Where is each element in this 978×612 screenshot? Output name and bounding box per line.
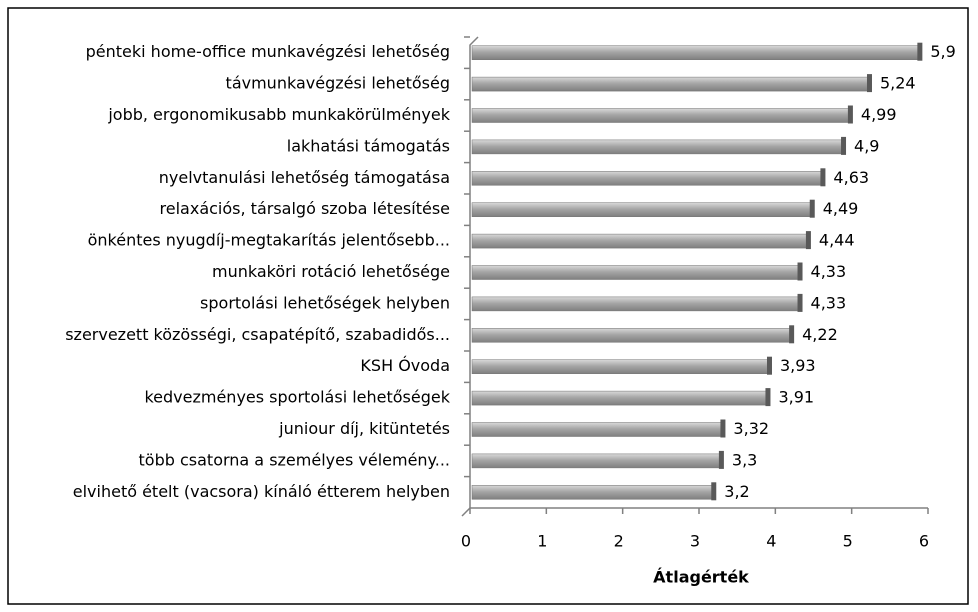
bar-cap xyxy=(766,356,772,375)
x-tick-label: 3 xyxy=(690,532,700,551)
bar-cap xyxy=(765,388,771,407)
value-label: 4,33 xyxy=(811,262,847,281)
value-label: 4,63 xyxy=(833,168,869,187)
y-tick-label: szervezett közösségi, csapatépítő, szaba… xyxy=(65,325,450,344)
y-tick-label: jobb, ergonomikusabb munkakörülmények xyxy=(107,105,450,124)
x-tick-label: 2 xyxy=(614,532,624,551)
y-tick-label: KSH Óvoda xyxy=(360,356,450,375)
value-label: 4,44 xyxy=(819,231,855,250)
bar-cap xyxy=(820,168,826,187)
value-label: 3,93 xyxy=(780,356,816,375)
y-tick-label: elvihető ételt (vacsora) kínáló étterem … xyxy=(73,482,450,501)
y-tick-label: pénteki home-office munkavégzési lehetős… xyxy=(86,42,450,61)
y-tick-label: nyelvtanulási lehetőség támogatása xyxy=(159,168,450,187)
value-label: 4,99 xyxy=(861,105,897,124)
bar xyxy=(471,45,921,60)
value-label: 4,49 xyxy=(823,199,859,218)
bar xyxy=(471,171,824,186)
x-tick-label: 4 xyxy=(766,532,776,551)
bar-cap xyxy=(866,74,872,93)
bar xyxy=(471,359,771,374)
bar-cap xyxy=(917,42,923,61)
value-label: 3,91 xyxy=(778,388,814,407)
bar-cap xyxy=(809,199,815,218)
value-label: 5,24 xyxy=(880,74,916,93)
y-tick-label: több csatorna a személyes vélemény... xyxy=(139,450,450,469)
value-label: 3,3 xyxy=(732,450,757,469)
y-tick-label: önkéntes nyugdíj-megtakarítás jelentőseb… xyxy=(88,231,450,250)
bar-cap xyxy=(847,105,853,124)
value-label: 3,2 xyxy=(724,482,749,501)
x-tick-label: 0 xyxy=(461,532,471,551)
value-label: 5,9 xyxy=(930,42,955,61)
bar-cap xyxy=(720,419,726,438)
x-tick-label: 6 xyxy=(919,532,929,551)
bar-cap xyxy=(718,450,724,469)
x-tick-label: 1 xyxy=(537,532,547,551)
bar xyxy=(471,485,715,500)
bar-cap xyxy=(789,325,795,344)
bar-cap xyxy=(805,231,811,250)
bar-cap xyxy=(797,293,803,312)
bar xyxy=(471,139,845,155)
bar xyxy=(471,76,871,92)
bar xyxy=(471,296,801,312)
x-tick-label: 5 xyxy=(843,532,853,551)
bar xyxy=(471,202,813,217)
bar xyxy=(471,390,769,406)
value-label: 4,9 xyxy=(854,136,879,155)
y-tick-label: távmunkavégzési lehetőség xyxy=(226,74,450,93)
y-tick-label: relaxációs, társalgó szoba létesítése xyxy=(160,199,450,218)
bar xyxy=(471,453,723,469)
bar-cap xyxy=(841,136,847,155)
value-label: 3,32 xyxy=(733,419,769,438)
y-tick-label: lakhatási támogatás xyxy=(287,136,450,155)
value-label: 4,22 xyxy=(802,325,838,344)
bar xyxy=(471,108,852,123)
y-tick-label: munkaköri rotáció lehetősége xyxy=(212,262,450,281)
bar xyxy=(471,422,724,437)
y-tick-label: juniour díj, kitüntetés xyxy=(278,419,450,438)
bar xyxy=(471,265,801,280)
axis-wall xyxy=(469,36,479,508)
bar xyxy=(471,233,810,249)
y-tick-label: sportolási lehetőségek helyben xyxy=(200,293,450,312)
x-axis-floor xyxy=(461,507,471,517)
bar-cap xyxy=(711,482,717,501)
x-axis-title: Átlagérték xyxy=(653,568,749,587)
y-tick-label: kedvezményes sportolási lehetőségek xyxy=(144,388,450,407)
bar-cap xyxy=(797,262,803,281)
bar xyxy=(471,328,793,343)
value-label: 4,33 xyxy=(811,293,847,312)
